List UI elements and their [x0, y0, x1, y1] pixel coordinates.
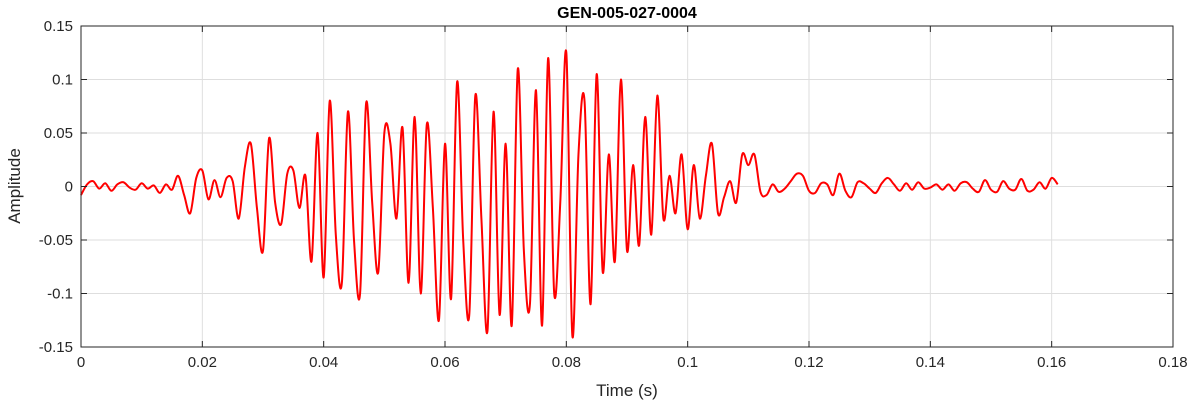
x-tick-label: 0.06	[430, 354, 459, 371]
x-tick-label: 0.12	[794, 354, 823, 371]
x-tick-label: 0	[77, 354, 85, 371]
y-axis-label: Amplitude	[5, 148, 24, 224]
x-axis-label: Time (s)	[596, 381, 658, 400]
x-tick-label: 0.04	[309, 354, 338, 371]
y-tick-label: -0.05	[39, 232, 73, 249]
y-tick-label: 0	[65, 179, 73, 196]
x-tick-label: 0.18	[1158, 354, 1187, 371]
amplitude-series-line	[80, 49, 1059, 339]
y-tick-label: 0.05	[44, 125, 73, 142]
chart-title: GEN-005-027-0004	[557, 5, 697, 22]
x-tick-label: 0.02	[188, 354, 217, 371]
y-tick-label: 0.1	[52, 72, 73, 89]
x-tick-label: 0.16	[1037, 354, 1066, 371]
x-tick-label: 0.1	[677, 354, 698, 371]
y-tick-label: -0.1	[47, 286, 73, 303]
y-tick-label: -0.15	[39, 339, 73, 356]
y-axis: -0.15 -0.1 -0.05 0 0.05 0.1 0.15	[39, 18, 1173, 356]
x-tick-label: 0.14	[916, 354, 945, 371]
y-tick-label: 0.15	[44, 18, 73, 35]
x-axis: 0 0.02 0.04 0.06 0.08 0.1 0.12 0.14 0.16 0.18	[77, 26, 1188, 371]
x-tick-label: 0.08	[552, 354, 581, 371]
